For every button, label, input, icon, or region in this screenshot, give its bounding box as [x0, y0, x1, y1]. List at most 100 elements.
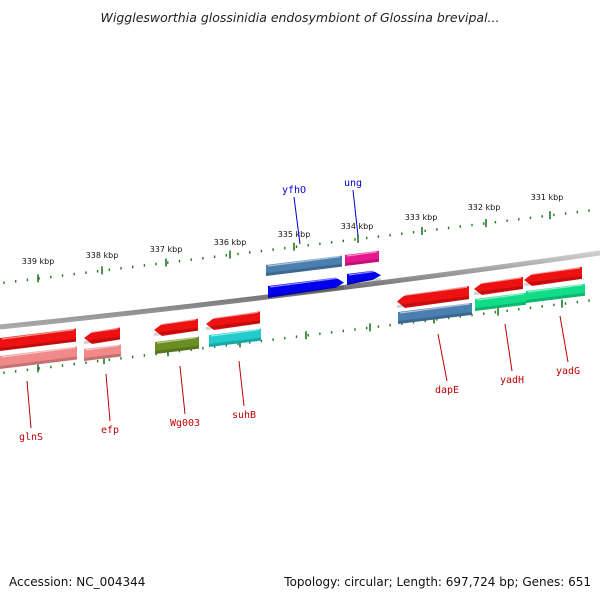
gene-block-shade: [347, 277, 381, 285]
upper-tick-ring: [3, 209, 590, 285]
gene-label-ung: ung: [344, 178, 362, 189]
gene-label-yadh: yadH: [500, 375, 524, 386]
gene-block-shade: [0, 338, 76, 351]
gene-block: [524, 266, 582, 286]
gene-block-body: [526, 283, 585, 303]
gene-block-shade: [206, 320, 260, 330]
leader-line: [559, 315, 569, 363]
gene-label-wg003: Wg003: [170, 418, 200, 429]
gene-block-shade: [397, 296, 469, 308]
gene-block-highlight: [85, 327, 119, 334]
gene-block-shade: [526, 292, 585, 303]
gene-block-shade: [84, 353, 121, 361]
gene-block-highlight: [527, 284, 584, 293]
gene-block-body: [154, 318, 198, 336]
gene-block: [475, 292, 526, 311]
scale-label: 337 kbp: [150, 245, 183, 254]
gene-block-shade: [155, 345, 199, 354]
scale-label: 333 kbp: [405, 213, 438, 222]
gene-block-highlight: [346, 251, 378, 257]
gene-block: [347, 270, 381, 285]
gene-block-highlight: [525, 267, 581, 276]
gene-block: [154, 318, 198, 336]
gene-block-shade: [0, 356, 77, 369]
gene-block-shade: [474, 285, 523, 295]
gene-block-highlight: [348, 270, 380, 276]
leader-line: [504, 323, 513, 372]
gene-block: [209, 328, 261, 347]
scale-label: 338 kbp: [86, 251, 119, 260]
gene-block: [268, 277, 344, 298]
gene-block: [474, 276, 523, 295]
gene-label-efp: efp: [101, 425, 119, 436]
gene-features: [0, 250, 585, 369]
gene-label-glns: glnS: [19, 432, 43, 443]
gene-block: [0, 328, 76, 351]
topology-summary: Topology: circular; Length: 697,724 bp; …: [284, 575, 591, 589]
gene-block-shade: [209, 337, 261, 347]
gene-block-shade: [398, 311, 472, 324]
gene-block-body: [397, 286, 469, 308]
gene-block: [266, 255, 342, 276]
scale-label: 332 kbp: [468, 203, 501, 212]
gene-block-highlight: [475, 277, 522, 285]
gene-labels: glnS efp Wg003 suhB yfhO ung dapE yadH yadG: [19, 178, 580, 443]
gene-block-highlight: [476, 293, 525, 301]
gene-block-shade: [524, 275, 582, 286]
leader-line: [26, 380, 32, 429]
leader-line: [105, 373, 111, 422]
gene-block-highlight: [267, 256, 341, 267]
gene-block-highlight: [1, 329, 75, 340]
gene-block-body: [266, 255, 342, 276]
gene-block-body: [0, 328, 76, 351]
gene-block-body: [84, 327, 120, 344]
gene-block: [397, 286, 469, 308]
leader-line: [293, 196, 301, 245]
scale-label: 336 kbp: [214, 238, 247, 247]
gene-block-highlight: [155, 318, 197, 326]
gene-block: [0, 346, 77, 369]
gene-block-shade: [345, 258, 379, 266]
gene-block-highlight: [207, 311, 259, 320]
gene-block-shade: [475, 301, 526, 311]
gene-block-body: [206, 311, 260, 330]
gene-block-shade: [268, 285, 344, 298]
gene-block-shade: [84, 336, 120, 344]
gene-block-highlight: [269, 277, 343, 288]
accession-text: Accession: NC_004344: [9, 575, 146, 589]
gene-label-yadg: yadG: [556, 366, 580, 377]
scale-label: 339 kbp: [22, 257, 55, 266]
gene-block-highlight: [398, 286, 468, 297]
leader-line: [179, 365, 186, 415]
gene-block-body: [398, 302, 472, 324]
gene-block-body: [474, 276, 523, 295]
gene-block-highlight: [210, 328, 260, 337]
gene-block: [526, 283, 585, 303]
gene-block-body: [155, 336, 199, 354]
gene-block: [345, 250, 379, 266]
gene-block-body: [0, 346, 77, 369]
gene-label-yfho: yfhO: [282, 185, 306, 196]
gene-block: [206, 311, 260, 330]
gene-block: [84, 344, 121, 361]
leader-line: [437, 333, 448, 382]
leader-line: [352, 189, 359, 237]
gene-block-highlight: [1, 346, 76, 358]
gene-label-dape: dapE: [435, 385, 459, 396]
scale-label: 335 kbp: [278, 230, 311, 239]
scale-label: 331 kbp: [531, 193, 564, 202]
gene-block-highlight: [156, 336, 198, 344]
gene-block-shade: [266, 263, 342, 276]
gene-block-body: [268, 277, 344, 298]
leader-line: [238, 360, 245, 407]
gene-block-body: [475, 292, 526, 311]
map-title: Wigglesworthia glossinidia endosymbiont …: [100, 10, 500, 25]
gene-block-shade: [154, 327, 198, 336]
gene-block: [84, 327, 120, 344]
gene-block-highlight: [85, 344, 120, 351]
gene-block-body: [209, 328, 261, 347]
gene-label-suhb: suhB: [232, 410, 256, 421]
gene-block: [155, 336, 199, 354]
